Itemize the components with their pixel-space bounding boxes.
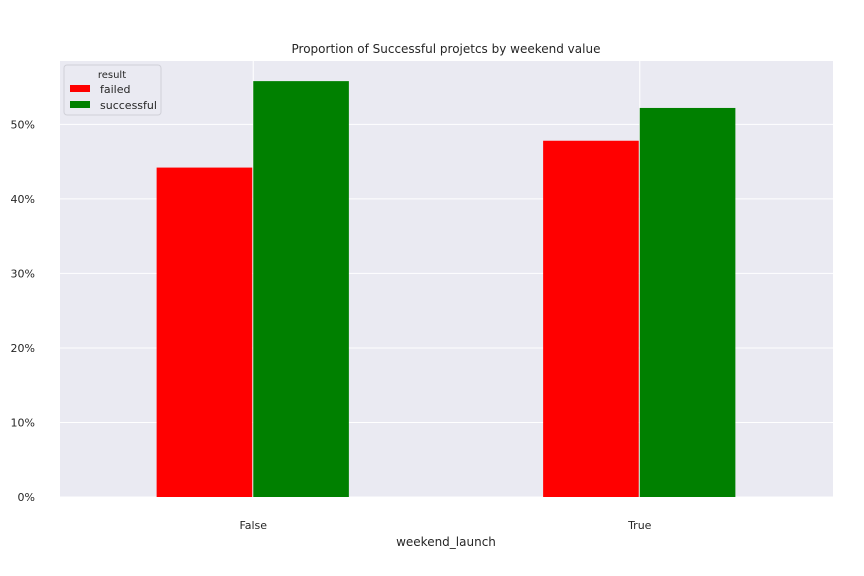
y-tick-label: 10% [11,416,35,429]
bar-successful-true [639,107,736,497]
y-tick-label: 30% [11,267,35,280]
y-tick-label: 50% [11,118,35,131]
chart-title: Proportion of Successful projetcs by wee… [292,42,601,56]
x-axis-label: weekend_launch [396,535,496,549]
y-tick-label: 40% [11,193,35,206]
legend-label-successful: successful [100,99,157,112]
y-axis-ticks: 0% 10% 20% 30% 40% 50% [11,118,35,504]
bar-failed-false [156,167,253,498]
legend-title: result [98,70,126,81]
bar-failed-true [543,140,639,497]
legend: result failed successful [63,64,162,116]
legend-swatch-successful [70,101,90,108]
bars [156,81,736,498]
legend-label-failed: failed [100,83,130,96]
bar-successful-false [253,81,349,497]
x-tick-label: True [627,519,652,532]
y-tick-label: 20% [11,342,35,355]
x-axis-ticks: False True [239,519,651,532]
legend-swatch-failed [70,85,90,92]
y-tick-label: 0% [18,491,35,504]
x-tick-label: False [239,519,267,532]
